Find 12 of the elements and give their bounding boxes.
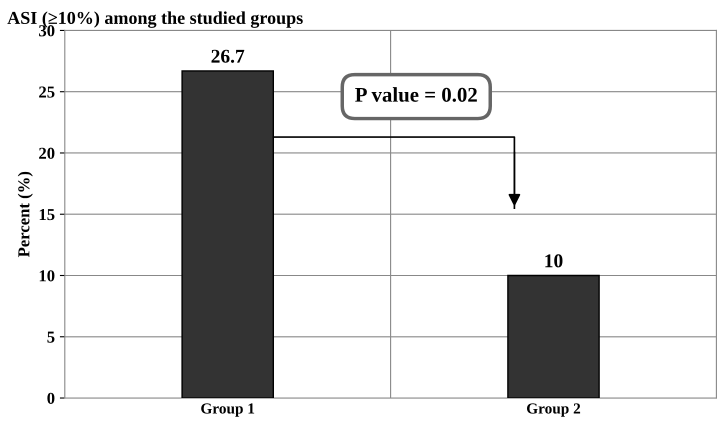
y-tick-label: 5: [47, 332, 54, 343]
data-label: 10: [545, 254, 562, 268]
y-axis-title: Percent (%): [18, 172, 33, 258]
y-tick-label: 25: [39, 86, 54, 98]
y-tick-label: 10: [40, 270, 54, 282]
x-tick-label: Group 1: [201, 403, 254, 417]
data-label: 26.7: [212, 50, 244, 63]
annotation: P value = 0.02: [355, 87, 477, 102]
y-tick-label: 15: [40, 209, 54, 220]
x-tick-label: Group 2: [527, 403, 580, 417]
y-tick-label: 20: [39, 148, 54, 159]
y-tick-label: 0: [47, 392, 54, 404]
